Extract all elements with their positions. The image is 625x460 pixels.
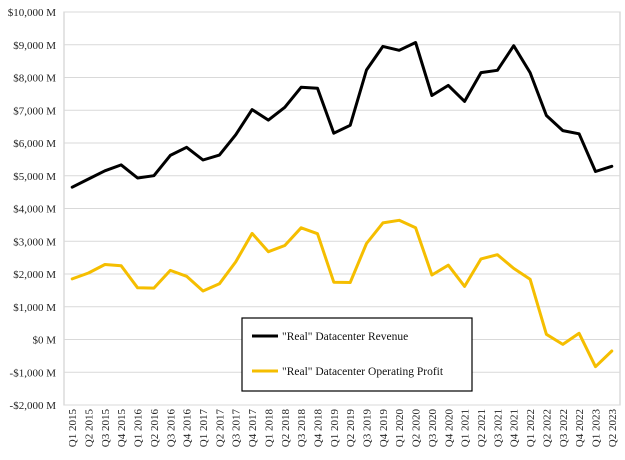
x-tick-label: Q4 2015 bbox=[116, 409, 128, 448]
legend-label: "Real" Datacenter Operating Profit bbox=[282, 366, 444, 378]
series-line-revenue bbox=[70, 41, 614, 189]
x-tick-label: Q3 2022 bbox=[558, 409, 570, 447]
x-tick-label: Q4 2019 bbox=[378, 409, 390, 448]
x-tick-label: Q1 2022 bbox=[525, 409, 537, 447]
x-tick-label: Q1 2021 bbox=[460, 409, 472, 447]
x-tick-label: Q4 2021 bbox=[509, 409, 521, 447]
x-tick-label: Q2 2021 bbox=[476, 409, 488, 447]
y-tick-label: $10,000 M bbox=[8, 7, 57, 19]
x-tick-label: Q3 2015 bbox=[100, 409, 112, 448]
x-tick-label: Q3 2021 bbox=[492, 409, 504, 447]
legend-box bbox=[241, 317, 473, 392]
y-tick-label: $1,000 M bbox=[13, 302, 56, 314]
x-tick-label: Q2 2015 bbox=[84, 409, 96, 448]
x-tick-label: Q2 2019 bbox=[345, 409, 357, 448]
y-tick-label: $8,000 M bbox=[13, 73, 56, 85]
legend: "Real" Datacenter Revenue "Real" Datacent… bbox=[241, 317, 473, 392]
x-tick-label: Q1 2016 bbox=[133, 409, 145, 448]
x-tick-label: Q1 2018 bbox=[263, 409, 275, 448]
y-tick-label: $9,000 M bbox=[13, 40, 56, 52]
x-tick-label: Q1 2017 bbox=[198, 409, 210, 448]
x-tick-label: Q3 2017 bbox=[231, 409, 243, 448]
y-tick-label: $6,000 M bbox=[13, 138, 56, 150]
x-tick-label: Q3 2018 bbox=[296, 409, 308, 448]
x-tick-label: Q2 2022 bbox=[541, 409, 553, 447]
y-tick-label: $4,000 M bbox=[13, 204, 56, 216]
x-tick-label: Q4 2022 bbox=[574, 409, 586, 447]
x-tick-label: Q2 2020 bbox=[411, 409, 423, 448]
y-tick-label: -$1,000 M bbox=[10, 367, 57, 379]
x-tick-label: Q4 2020 bbox=[443, 409, 455, 448]
y-tick-label: $2,000 M bbox=[13, 269, 56, 281]
y-tick-label: $5,000 M bbox=[13, 171, 56, 183]
series-line-operating-profit bbox=[70, 218, 614, 369]
x-tick-label: Q4 2017 bbox=[247, 409, 259, 448]
x-tick-label: Q3 2016 bbox=[165, 409, 177, 448]
x-tick-label: Q1 2020 bbox=[394, 409, 406, 448]
legend-label: "Real" Datacenter Revenue bbox=[282, 331, 408, 343]
x-tick-label: Q2 2023 bbox=[607, 409, 619, 448]
x-tick-label: Q3 2020 bbox=[427, 409, 439, 448]
y-tick-label: $3,000 M bbox=[13, 236, 56, 248]
x-tick-label: Q2 2018 bbox=[280, 409, 292, 448]
x-tick-label: Q4 2016 bbox=[182, 409, 194, 448]
y-tick-label: $0 M bbox=[32, 335, 56, 347]
x-tick-label: Q4 2018 bbox=[312, 409, 324, 448]
x-tick-label: Q1 2019 bbox=[329, 409, 341, 448]
x-tick-label: Q1 2023 bbox=[590, 409, 602, 448]
x-tick-label: Q2 2016 bbox=[149, 409, 161, 448]
x-tick-label: Q2 2017 bbox=[214, 409, 226, 448]
x-tick-label: Q3 2019 bbox=[362, 409, 374, 448]
y-tick-label: $7,000 M bbox=[13, 105, 56, 117]
y-tick-label: -$2,000 M bbox=[10, 400, 57, 412]
x-tick-label: Q1 2015 bbox=[67, 409, 79, 448]
